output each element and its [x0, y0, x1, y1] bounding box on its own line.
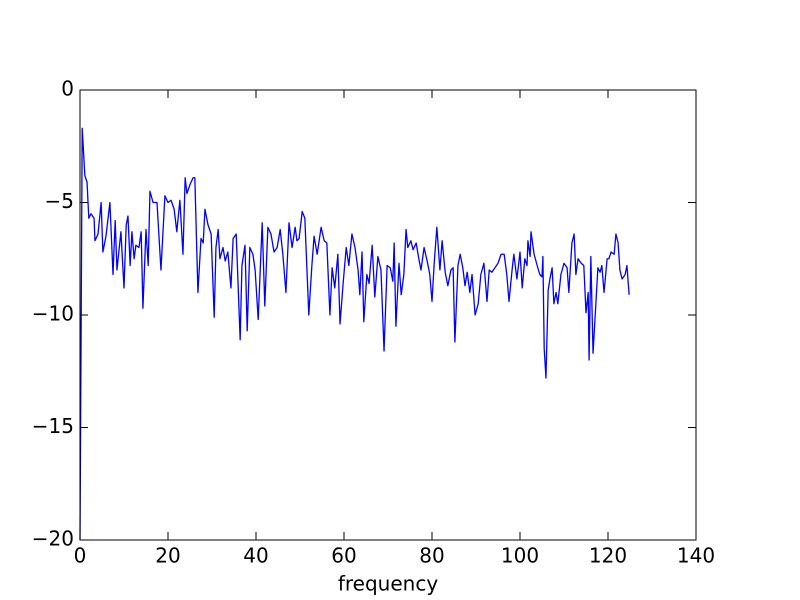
x-tick-label: 100 [501, 544, 539, 568]
y-tick-label: 0 [61, 77, 74, 101]
x-tick-label: 40 [243, 544, 268, 568]
plot-frame [79, 89, 697, 541]
x-tick-label: 120 [589, 544, 627, 568]
x-tick-label: 0 [74, 544, 87, 568]
x-tick-label: 80 [419, 544, 444, 568]
x-tick-label: 140 [677, 544, 715, 568]
x-tick-label: 60 [331, 544, 356, 568]
y-tick-label: −10 [32, 302, 74, 326]
x-tick-label: 20 [155, 544, 180, 568]
y-tick-label: −20 [32, 527, 74, 551]
x-axis-label: frequency [338, 572, 438, 596]
y-tick-label: −5 [45, 189, 74, 213]
y-tick-label: −15 [32, 414, 74, 438]
data-line [79, 127, 630, 541]
